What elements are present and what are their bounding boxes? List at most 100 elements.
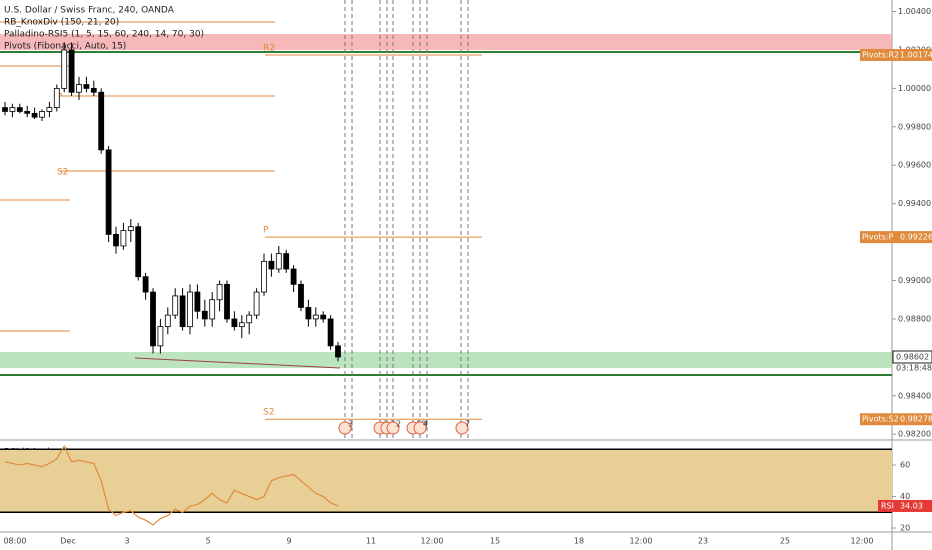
candle-body (135, 226, 142, 278)
earlier-pivot-lines (0, 21, 275, 332)
last-price: 0.98602 (896, 352, 929, 361)
candle-body (105, 149, 112, 235)
candle-body (290, 268, 297, 285)
pivot-label: S2 (263, 408, 274, 418)
x-tick-label: 12:00 (629, 537, 652, 546)
y-tick-label: 0.99600 (898, 161, 931, 170)
event-count: 2 (396, 420, 401, 429)
candle-body (320, 314, 327, 320)
countdown: 03:18:48 (896, 364, 932, 373)
x-tick-label: 23 (698, 537, 708, 546)
x-tick-label: 25 (780, 537, 790, 546)
candle-body (305, 307, 312, 320)
candle-body (238, 322, 245, 328)
candle-body (209, 299, 216, 320)
x-tick-label: 9 (286, 537, 291, 546)
price-tag (860, 48, 932, 61)
y-tick-label: 0.98200 (898, 430, 931, 439)
pivot-name: Pivots:S2 (862, 415, 899, 424)
candle-body (261, 260, 267, 293)
event-marker[interactable] (386, 421, 400, 435)
event-count: 7 (465, 420, 470, 429)
candle-body (231, 318, 238, 328)
rsi-tick-label: 60 (900, 461, 910, 470)
candle-body (298, 283, 304, 308)
x-tick-label: 08:00 (3, 537, 26, 546)
y-tick-label: 0.99400 (898, 199, 931, 208)
pivot-name: Pivots:P (862, 233, 894, 242)
event-marker[interactable] (455, 421, 469, 435)
candle-body (98, 91, 105, 151)
rsi-band (0, 449, 892, 513)
candle-body (53, 87, 60, 108)
y-tick-label: 0.99800 (898, 122, 931, 131)
candle-body (76, 84, 82, 93)
candle-body (283, 253, 290, 270)
candle-body (164, 314, 171, 328)
candle-body (39, 111, 45, 118)
candle-body (127, 226, 134, 231)
price-tag (860, 231, 932, 244)
pivot-value: 1.00174 (900, 50, 932, 59)
x-tick-label: 12:00 (420, 537, 443, 546)
y-tick-label: 0.98400 (898, 391, 931, 400)
candle-body (31, 112, 38, 118)
x-tick-label: 11 (366, 537, 376, 546)
candle-body (157, 326, 164, 347)
candle-body (179, 295, 186, 328)
candle-body (216, 283, 223, 301)
indicator-label: Pivots (Fibonacci, Auto, 15) (4, 42, 126, 52)
candle-body (187, 291, 193, 328)
event-marker[interactable] (413, 421, 427, 435)
candle-body (150, 291, 156, 347)
candle-body (68, 49, 75, 93)
candle-body (246, 314, 253, 324)
last-price-tag (892, 350, 932, 364)
candle-body (268, 260, 275, 270)
divergence-line (134, 357, 341, 369)
candle-body (90, 87, 97, 93)
y-tick-label: 1.00000 (898, 84, 931, 93)
pivot-label: S2 (57, 168, 68, 178)
candle-body (46, 107, 53, 112)
candle-body (327, 318, 334, 347)
candle-body (275, 253, 282, 270)
event-lines (344, 0, 469, 440)
rsi-tag (878, 499, 932, 512)
candle-body (120, 230, 127, 247)
pivot-value: 0.99226 (900, 233, 932, 242)
pivot-label: R2 (263, 43, 275, 53)
event-marker[interactable] (338, 421, 352, 435)
x-tick-label: Dec (60, 537, 75, 546)
candle-body (113, 234, 119, 247)
candle-body (253, 291, 260, 316)
y-tick-label: 1.00400 (898, 7, 931, 16)
pivot-label: P (263, 226, 269, 236)
rsi-line (4, 444, 339, 526)
rsi-name: RSI (881, 501, 894, 510)
candle-body (83, 84, 90, 89)
rsi-tick-label: 20 (900, 524, 910, 533)
y-tick-label: 0.98800 (898, 314, 931, 323)
x-tick-label: 18 (574, 537, 584, 546)
event-count: 4 (423, 420, 428, 429)
candle-body (201, 310, 208, 320)
indicator-label: Palladino-RSI5 (1, 5, 15, 60, 240, 14, 7… (4, 30, 204, 40)
candle-body (9, 107, 16, 112)
rsi-value: 34.03 (900, 501, 923, 510)
candle-body (61, 49, 68, 89)
candle-body (142, 276, 149, 293)
candle-body (224, 283, 230, 320)
x-tick-label: 5 (205, 537, 210, 546)
indicator-label: RB_KnoxDiv (150, 21, 20) (4, 18, 119, 28)
support-zone (0, 352, 892, 368)
pivot-value: 0.98278 (900, 415, 932, 424)
pivot-name: Pivots:R2 (862, 50, 899, 59)
y-tick-label: 0.99000 (898, 276, 931, 285)
chart-title: U.S. Dollar / Swiss Franc, 240, OANDA (4, 6, 175, 16)
pivot-label: P (57, 93, 63, 103)
candle-body (16, 107, 23, 112)
x-tick-label: 15 (490, 537, 500, 546)
candle-body (335, 345, 341, 358)
